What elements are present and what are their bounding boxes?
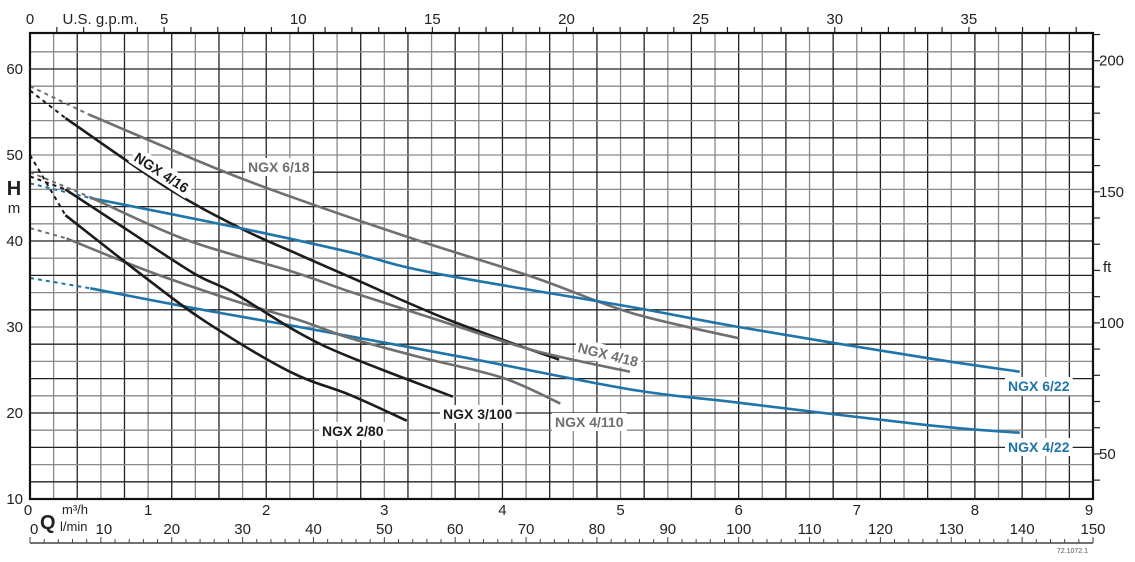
lmin-tick-label: 110 bbox=[798, 521, 822, 538]
curves bbox=[29, 85, 1020, 435]
curve-label-group: NGX 2/80 bbox=[319, 422, 387, 440]
curve-label-group: NGX 4/110 bbox=[552, 413, 627, 431]
curve-extension-dashed bbox=[29, 85, 90, 116]
curve-ngx-4-18 bbox=[89, 195, 631, 373]
y-tick-label: 40 bbox=[6, 233, 23, 250]
lmin-tick-label: 40 bbox=[305, 521, 322, 538]
ft-unit-label: ft bbox=[1103, 259, 1112, 276]
curve-extension-dashed bbox=[29, 171, 91, 199]
curve-extension-dashed bbox=[29, 154, 67, 216]
lmin-tick-label: 60 bbox=[447, 521, 464, 538]
lmin-tick-label: 120 bbox=[868, 521, 893, 538]
curve-ngx-4-16 bbox=[64, 116, 560, 361]
x-tick-label: 3 bbox=[380, 502, 388, 519]
curve-label: NGX 6/22 bbox=[1008, 378, 1070, 394]
curve-label: NGX 6/18 bbox=[248, 159, 310, 175]
ft-tick-label: 50 bbox=[1099, 446, 1116, 463]
y-tick-label: 60 bbox=[6, 61, 23, 78]
x-tick-label: 4 bbox=[498, 502, 506, 519]
x-tick-label: 8 bbox=[971, 502, 979, 519]
x-tick-label: 6 bbox=[734, 502, 742, 519]
x-axis-symbol: Q bbox=[40, 512, 56, 534]
curve-label-group: NGX 3/100 bbox=[440, 405, 516, 423]
y-axis-unit: m bbox=[8, 200, 21, 217]
lmin-tick-label: 0 bbox=[30, 521, 38, 538]
y-tick-label: 10 bbox=[6, 491, 23, 508]
curve-label-background bbox=[319, 422, 387, 440]
lmin-tick-label: 100 bbox=[726, 521, 751, 538]
lmin-tick-label: 50 bbox=[376, 521, 393, 538]
lmin-tick-label: 140 bbox=[1010, 521, 1035, 538]
ft-tick-label: 150 bbox=[1099, 184, 1124, 201]
x-tick-label: 5 bbox=[616, 502, 624, 519]
curve-ngx-4-22 bbox=[89, 287, 1020, 435]
y-axis-symbol: H bbox=[7, 178, 21, 200]
curve-extension-dashed bbox=[29, 276, 91, 290]
curve-ngx-6-18 bbox=[88, 113, 739, 340]
lmin-tick-label: 80 bbox=[589, 521, 606, 538]
gpm-tick-label: 15 bbox=[424, 11, 441, 28]
curve-ngx-2-80 bbox=[64, 214, 408, 422]
curve-extension-dashed bbox=[29, 182, 91, 199]
x-tick-label: 0 bbox=[24, 502, 32, 519]
gpm-tick-label: 30 bbox=[826, 11, 843, 28]
ft-tick-label: 100 bbox=[1099, 315, 1124, 332]
gpm-tick-label: 20 bbox=[558, 11, 575, 28]
curve-label: NGX 2/80 bbox=[322, 423, 384, 439]
curve-label-background bbox=[1005, 377, 1073, 395]
curve-label-group: NGX 6/22 bbox=[1005, 377, 1073, 395]
curve-ngx-3-100 bbox=[64, 188, 454, 398]
lmin-tick-label: 10 bbox=[96, 521, 113, 538]
gpm-tick-label: 5 bbox=[160, 11, 168, 28]
curve-label: NGX 4/110 bbox=[555, 414, 624, 430]
x-tick-label: 9 bbox=[1085, 502, 1093, 519]
x-axis-unit: m³/h bbox=[62, 502, 88, 517]
curve-ngx-6-22 bbox=[89, 196, 1020, 374]
lmin-tick-label: 150 bbox=[1080, 521, 1105, 538]
curve-ngx-4-110 bbox=[66, 237, 561, 405]
curve-label-background bbox=[440, 405, 516, 423]
gpm-tick-label: 10 bbox=[290, 11, 307, 28]
drawing-code: 72.1072.1 bbox=[1057, 548, 1088, 555]
curve-label-group: NGX 4/22 bbox=[1005, 438, 1073, 456]
y-tick-label: 50 bbox=[6, 147, 23, 164]
plot-frame bbox=[28, 31, 1095, 501]
curve-label-group: NGX 6/18 bbox=[245, 158, 313, 176]
curve-label-background bbox=[245, 158, 313, 176]
lmin-tick-label: 90 bbox=[659, 521, 676, 538]
lmin-tick-label: 70 bbox=[518, 521, 535, 538]
lmin-tick-label: 130 bbox=[939, 521, 964, 538]
gpm-tick-label: 35 bbox=[961, 11, 978, 28]
lmin-tick-label: 20 bbox=[163, 521, 180, 538]
curve-label-background bbox=[128, 146, 195, 199]
lmin-tick-label: 30 bbox=[234, 521, 251, 538]
curve-extension-dashed bbox=[29, 175, 66, 191]
gpm-unit-label: U.S. g.p.m. bbox=[62, 11, 137, 28]
curve-extension-dashed bbox=[29, 227, 67, 240]
x-tick-label: 1 bbox=[144, 502, 152, 519]
curve-label-background bbox=[1005, 438, 1073, 456]
curve-label-background bbox=[573, 337, 644, 372]
y-tick-label: 30 bbox=[6, 319, 23, 336]
x-tick-label: 7 bbox=[853, 502, 861, 519]
x-tick-label: 2 bbox=[262, 502, 270, 519]
gpm-tick-label: 25 bbox=[692, 11, 709, 28]
curve-label-background bbox=[552, 413, 627, 431]
y-tick-label: 20 bbox=[6, 405, 23, 422]
curve-label: NGX 3/100 bbox=[443, 406, 512, 422]
x-axis-secondary-unit: l/min bbox=[60, 519, 87, 534]
ft-tick-label: 200 bbox=[1099, 53, 1124, 70]
gpm-tick-label: 0 bbox=[26, 11, 34, 28]
curve-label: NGX 4/22 bbox=[1008, 439, 1070, 455]
